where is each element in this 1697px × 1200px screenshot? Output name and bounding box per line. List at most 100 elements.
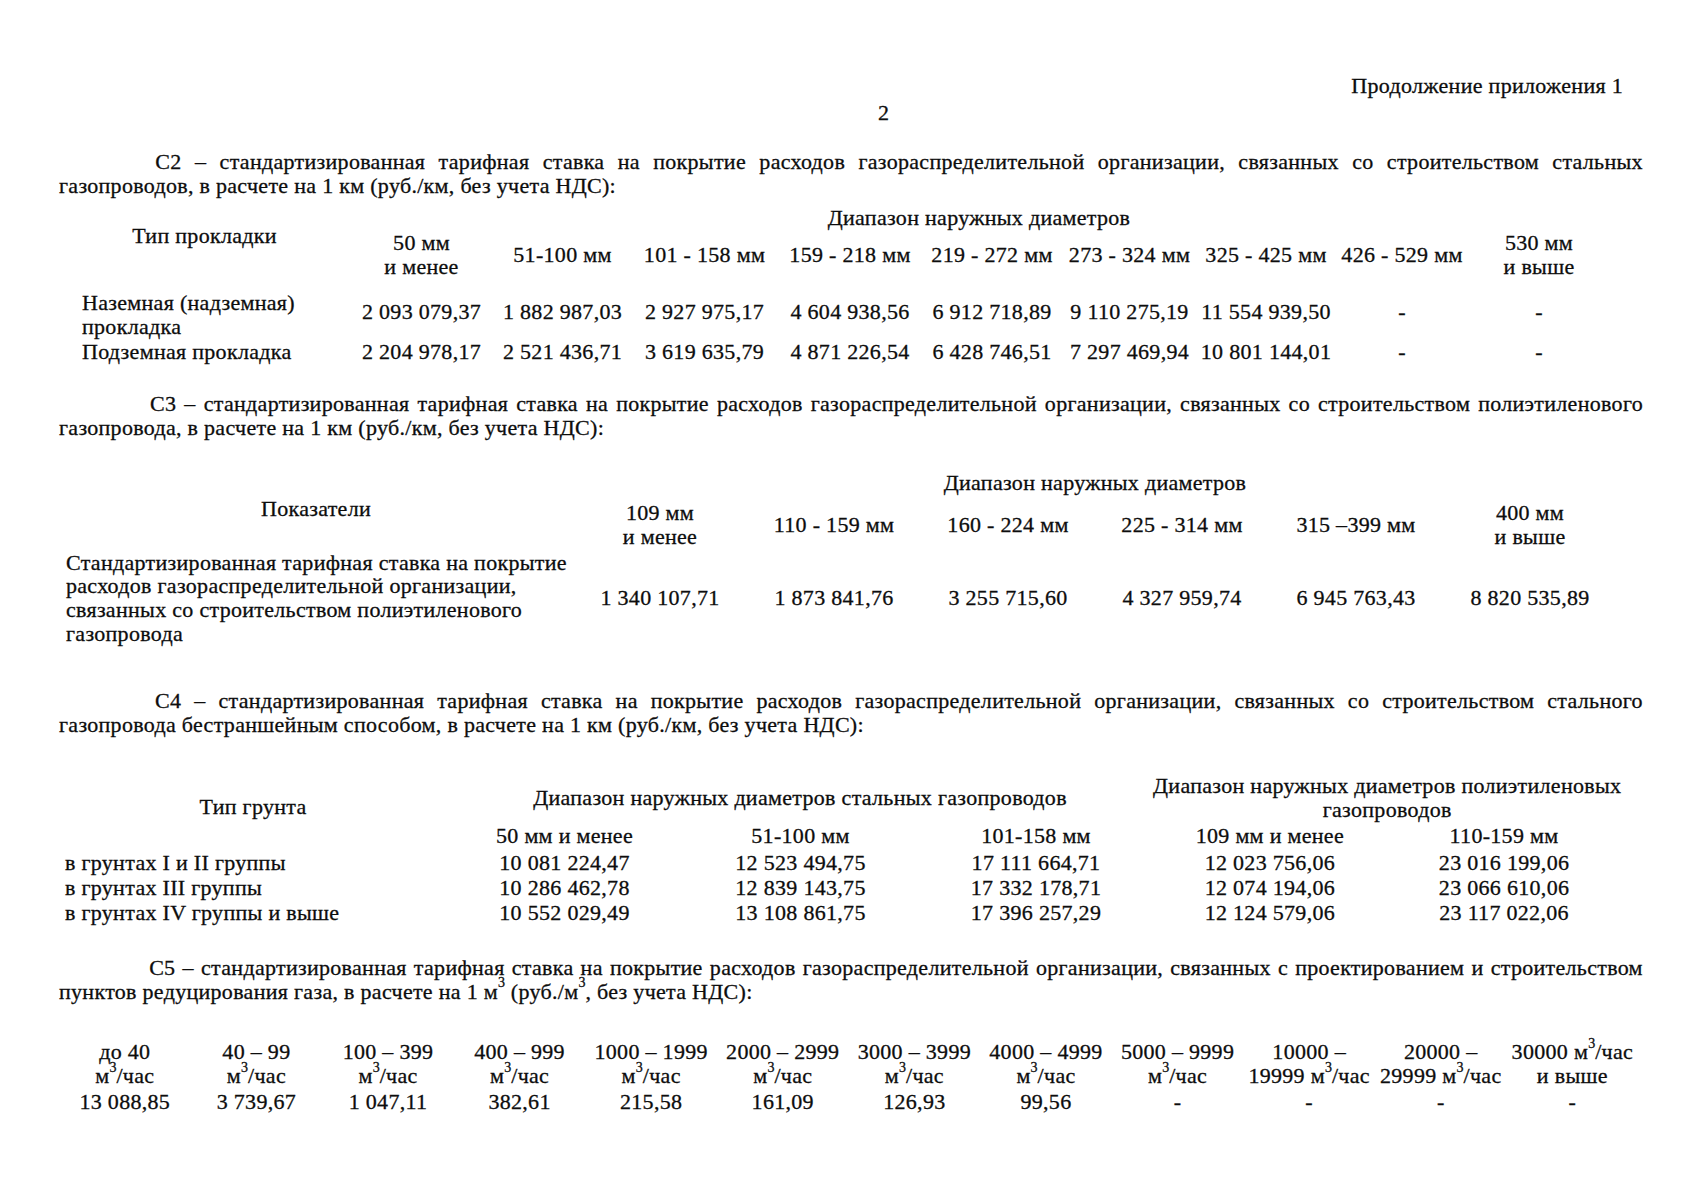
table-c4-trenchless: Тип грунтаДиапазон наружных диаметров ст… <box>59 774 1621 925</box>
table-cell: 382,61 <box>454 1088 586 1114</box>
table-cell: 17 111 664,71 <box>919 850 1153 875</box>
column-header: 109 мми менее <box>573 496 747 548</box>
column-header: 5000 – 9999м3/час <box>1112 1040 1244 1088</box>
table-cell: 10 552 029,49 <box>447 900 682 925</box>
group-header-steel: Диапазон наружных диаметров стальных газ… <box>447 774 1153 822</box>
column-header: 2000 – 2999м3/час <box>717 1040 849 1088</box>
table-cell: 17 332 178,71 <box>919 875 1153 900</box>
column-header: 20000 –29999 м3/час <box>1375 1040 1507 1088</box>
table-cell: 3 619 635,79 <box>632 338 777 364</box>
table-cell: 23 117 022,06 <box>1387 900 1622 925</box>
paragraph-c3: С3–стандартизированнаятарифнаяставканапо… <box>59 392 1643 439</box>
row-label: Стандартизированная тарифная ставка на п… <box>59 548 573 647</box>
group-header: Диапазон наружных диаметров <box>573 470 1617 496</box>
column-header: 400 – 999м3/час <box>454 1040 586 1088</box>
table-cell: - <box>1470 279 1608 338</box>
column-header: 159 - 218 мм <box>777 231 923 279</box>
table-cell: 8 820 535,89 <box>1443 548 1617 647</box>
table-cell: 6 945 763,43 <box>1269 548 1443 647</box>
table-row: в грунтах I и II группы10 081 224,4712 5… <box>59 850 1621 875</box>
table-cell: 7 297 469,94 <box>1061 338 1198 364</box>
column-header: 225 - 314 мм <box>1095 496 1269 548</box>
row-label: Наземная (надземная)прокладка <box>59 279 350 338</box>
row-label: в грунтах III группы <box>59 875 447 900</box>
column-header: 50 мм и менее <box>447 822 682 850</box>
table-cell: 13 108 861,75 <box>682 900 919 925</box>
column-header: 1000 – 1999м3/час <box>585 1040 717 1088</box>
column-header: 109 мм и менее <box>1153 822 1387 850</box>
table-c3-polyethylene-pipeline: ПоказателиДиапазон наружных диаметров109… <box>59 470 1617 647</box>
table-cell: 12 023 756,06 <box>1153 850 1387 875</box>
column-header: 530 мми выше <box>1470 231 1608 279</box>
table-cell: 2 927 975,17 <box>632 279 777 338</box>
column-header: 400 мми выше <box>1443 496 1617 548</box>
table-cell: 2 204 978,17 <box>350 338 493 364</box>
table-cell: 6 428 746,51 <box>923 338 1061 364</box>
continuation-note: Продолжение приложения 1 <box>1351 74 1623 98</box>
table-cell: 126,93 <box>849 1088 981 1114</box>
table-row: Стандартизированная тарифная ставка на п… <box>59 548 1617 647</box>
table-cell: 23 066 610,06 <box>1387 875 1622 900</box>
table-cell: 9 110 275,19 <box>1061 279 1198 338</box>
column-header: 10000 –19999 м3/час <box>1243 1040 1375 1088</box>
table-cell: - <box>1334 279 1470 338</box>
column-header: 110-159 мм <box>1387 822 1622 850</box>
column-header: 30000 м3/часи выше <box>1507 1040 1639 1088</box>
column-header: 325 - 425 мм <box>1198 231 1334 279</box>
document-page: Продолжение приложения 1 2 С2–стандартиз… <box>0 0 1697 1200</box>
table-cell: 1 882 987,03 <box>493 279 632 338</box>
table-cell: 23 016 199,06 <box>1387 850 1622 875</box>
table-cell: 161,09 <box>717 1088 849 1114</box>
paragraph-c2: С2–стандартизированнаятарифнаяставканапо… <box>59 150 1643 197</box>
table-cell: 99,56 <box>980 1088 1112 1114</box>
table-cell: 2 093 079,37 <box>350 279 493 338</box>
row-label: в грунтах I и II группы <box>59 850 447 875</box>
table-row: Наземная (надземная)прокладка2 093 079,3… <box>59 279 1608 338</box>
column-header: 50 мми менее <box>350 231 493 279</box>
column-header: 101-158 мм <box>919 822 1153 850</box>
column-header: Тип грунта <box>59 774 447 850</box>
paragraph-c5: С5–стандартизированнаятарифнаяставканапо… <box>59 956 1643 1003</box>
table-cell: 4 871 226,54 <box>777 338 923 364</box>
table-cell: 12 124 579,06 <box>1153 900 1387 925</box>
column-header: 315 –399 мм <box>1269 496 1443 548</box>
table-cell: - <box>1507 1088 1639 1114</box>
table-row: Подземная прокладка2 204 978,172 521 436… <box>59 338 1608 364</box>
table-cell: 4 604 938,56 <box>777 279 923 338</box>
table-cell: 12 523 494,75 <box>682 850 919 875</box>
table-cell: - <box>1470 338 1608 364</box>
group-header: Диапазон наружных диаметров <box>350 205 1608 231</box>
table-cell: 10 286 462,78 <box>447 875 682 900</box>
table-cell: 215,58 <box>585 1088 717 1114</box>
page-number: 2 <box>878 101 889 125</box>
group-header-polyethylene: Диапазон наружных диаметров полиэтиленов… <box>1153 774 1621 822</box>
table-cell: 12 839 143,75 <box>682 875 919 900</box>
table-row: в грунтах III группы10 286 462,7812 839 … <box>59 875 1621 900</box>
table-row: в грунтах IV группы и выше10 552 029,491… <box>59 900 1621 925</box>
table-row: 13 088,853 739,671 047,11382,61215,58161… <box>59 1088 1638 1114</box>
table-cell: - <box>1334 338 1470 364</box>
table-cell: 3 739,67 <box>191 1088 323 1114</box>
column-header: 273 - 324 мм <box>1061 231 1198 279</box>
paragraph-c4: С4–стандартизированнаятарифнаяставканапо… <box>59 689 1643 736</box>
column-header: 40 – 99м3/час <box>191 1040 323 1088</box>
column-header: 51-100 мм <box>682 822 919 850</box>
column-header: Тип прокладки <box>59 205 350 279</box>
table-cell: 1 340 107,71 <box>573 548 747 647</box>
table-cell: - <box>1243 1088 1375 1114</box>
column-header: 51-100 мм <box>493 231 632 279</box>
table-cell: - <box>1375 1088 1507 1114</box>
table-cell: 17 396 257,29 <box>919 900 1153 925</box>
column-header: 101 - 158 мм <box>632 231 777 279</box>
column-header: 110 - 159 мм <box>747 496 921 548</box>
column-header: 3000 – 3999м3/час <box>849 1040 981 1088</box>
table-cell: 4 327 959,74 <box>1095 548 1269 647</box>
table-cell: - <box>1112 1088 1244 1114</box>
column-header: 100 – 399м3/час <box>322 1040 454 1088</box>
row-label: в грунтах IV группы и выше <box>59 900 447 925</box>
column-header: 219 - 272 мм <box>923 231 1061 279</box>
column-header: 160 - 224 мм <box>921 496 1095 548</box>
table-cell: 6 912 718,89 <box>923 279 1061 338</box>
table-cell: 2 521 436,71 <box>493 338 632 364</box>
table-cell: 10 801 144,01 <box>1198 338 1334 364</box>
